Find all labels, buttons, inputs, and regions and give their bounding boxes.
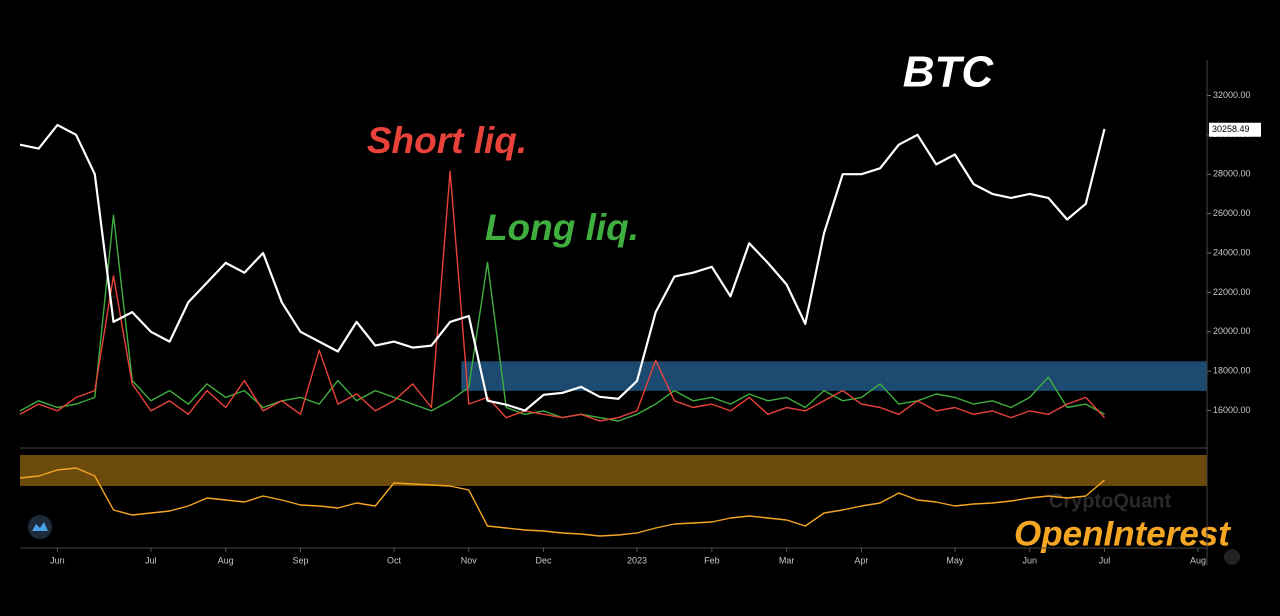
- x-tick-label: Oct: [387, 555, 402, 565]
- x-tick-label: Dec: [536, 555, 553, 565]
- x-tick-label: Nov: [461, 555, 478, 565]
- series-label: Long liq.: [485, 207, 639, 248]
- series-line: [19, 123, 1106, 412]
- y-tick-label: 26000.00: [1213, 208, 1251, 218]
- price-tag: [1209, 122, 1261, 137]
- highlight-band: [461, 361, 1207, 391]
- x-tick-label: Feb: [704, 555, 720, 565]
- x-tick-label: Mar: [779, 555, 795, 565]
- x-tick-label: Apr: [854, 555, 868, 565]
- y-tick-label: 18000.00: [1213, 366, 1251, 376]
- series-line: [19, 170, 1106, 422]
- x-tick-label: Jun: [1022, 555, 1037, 565]
- x-tick-label: Jun: [50, 555, 65, 565]
- y-tick-label: 32000.00: [1213, 90, 1251, 100]
- series-label: OpenInterest: [1014, 514, 1231, 553]
- series-label: BTC: [903, 48, 995, 97]
- y-tick-label: 20000.00: [1213, 326, 1251, 336]
- series-line: [19, 467, 1105, 537]
- x-tick-label: Jul: [1099, 555, 1111, 565]
- y-tick-label: 22000.00: [1213, 287, 1251, 297]
- logo: [28, 515, 52, 539]
- x-tick-label: Jul: [145, 555, 157, 565]
- y-tick-label: 28000.00: [1213, 169, 1251, 179]
- series-label: Short liq.: [367, 120, 527, 161]
- x-tick-label: May: [946, 555, 964, 565]
- highlight-band: [20, 455, 1207, 486]
- x-tick-label: Aug: [1190, 555, 1206, 565]
- logo-icon: [32, 522, 48, 531]
- watermark: CryptoQuant: [1049, 490, 1172, 512]
- x-tick-label: Aug: [218, 555, 234, 565]
- scale-button: [1224, 549, 1240, 565]
- y-tick-label: 24000.00: [1213, 247, 1251, 257]
- price-tag-label: 30258.49: [1212, 124, 1250, 134]
- x-tick-label: Sep: [292, 555, 308, 565]
- x-tick-label: 2023: [627, 555, 647, 565]
- y-tick-label: 16000.00: [1213, 405, 1251, 415]
